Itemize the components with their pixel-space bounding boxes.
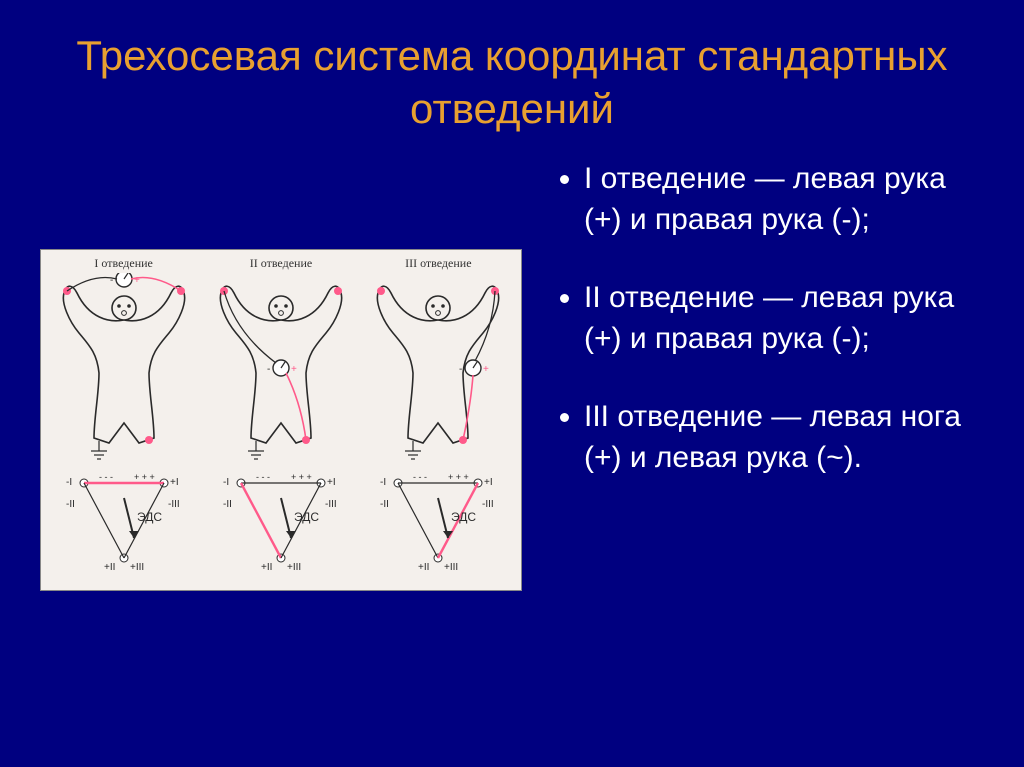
svg-text:+: + [483,364,489,375]
svg-text:+I: +I [327,477,336,488]
bullet-label: I отведение [584,162,746,195]
bullet-label: III отведение [584,400,763,433]
svg-text:-: - [267,364,270,375]
diagram-figure: III отведение - + -I +I -II -III +II +III ЭДС - - … [363,256,513,573]
svg-text:+I: +I [484,477,493,488]
svg-text:-I: -I [223,477,229,488]
svg-text:-III: -III [482,499,494,510]
svg-text:-: - [459,364,462,375]
svg-text:ЭДС: ЭДС [137,510,162,524]
svg-text:- - -: - - - [413,472,427,482]
diagram-figure-svg: - + -I +I -II -III +II +III ЭДС - - - + + + [363,273,513,573]
bullet-item: II отведение — левая рука (+) и правая р… [584,278,984,359]
bullet-label: II отведение [584,281,755,314]
svg-text:-II: -II [223,499,232,510]
svg-text:+ + +: + + + [134,472,155,482]
svg-text:-I: -I [380,477,386,488]
svg-text:+II: +II [261,562,272,573]
diagram-figure: I отведение - + -I +I -II -III +II +III ЭДС - - - +… [49,256,199,573]
svg-text:-II: -II [66,499,75,510]
svg-text:+: + [134,275,140,286]
svg-text:- - -: - - - [99,472,113,482]
bullet-item: III отведение — левая нога (+) и левая р… [584,397,984,478]
bullets: I отведение — левая рука (+) и правая ру… [550,159,984,516]
svg-text:+ + +: + + + [291,472,312,482]
slide: Трехосевая система координат стандартных… [0,0,1024,767]
diagram-figure-label: II отведение [206,256,356,271]
svg-text:ЭДС: ЭДС [451,510,476,524]
svg-text:+II: +II [104,562,115,573]
svg-text:+II: +II [418,562,429,573]
ecg-leads-diagram: I отведение - + -I +I -II -III +II +III ЭДС - - - +… [40,249,522,591]
svg-text:+III: +III [444,562,458,573]
diagram-row: I отведение - + -I +I -II -III +II +III ЭДС - - - +… [41,250,521,573]
svg-text:ЭДС: ЭДС [294,510,319,524]
diagram-figure-label: I отведение [49,256,199,271]
content-row: I отведение - + -I +I -II -III +II +III ЭДС - - - +… [40,159,984,591]
svg-text:-II: -II [380,499,389,510]
svg-text:+: + [291,364,297,375]
diagram-figure-svg: - + -I +I -II -III +II +III ЭДС - - - + + + [49,273,199,573]
svg-text:+I: +I [170,477,179,488]
diagram-figure: II отведение - + -I +I -II -III +II +III ЭДС - - -… [206,256,356,573]
svg-text:+III: +III [287,562,301,573]
svg-text:+III: +III [130,562,144,573]
svg-text:-: - [110,275,113,286]
svg-text:-III: -III [168,499,180,510]
svg-text:- - -: - - - [256,472,270,482]
diagram-figure-svg: - + -I +I -II -III +II +III ЭДС - - - + + + [206,273,356,573]
diagram-figure-label: III отведение [363,256,513,271]
svg-text:-I: -I [66,477,72,488]
svg-text:+ + +: + + + [448,472,469,482]
bullet-list: I отведение — левая рука (+) и правая ру… [550,159,984,478]
bullet-item: I отведение — левая рука (+) и правая ру… [584,159,984,240]
svg-text:-III: -III [325,499,337,510]
slide-title: Трехосевая система координат стандартных… [40,30,984,135]
